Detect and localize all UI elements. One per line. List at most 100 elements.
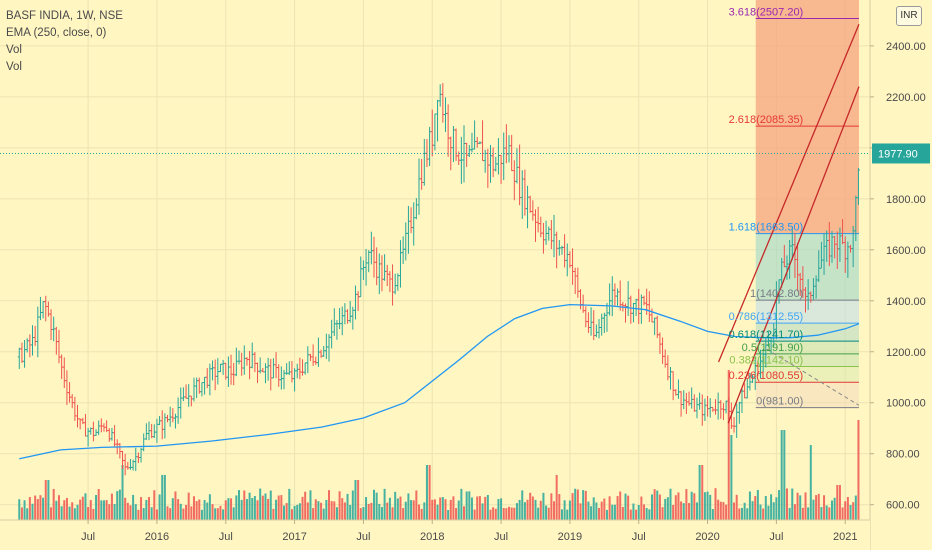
volume-bar — [738, 508, 741, 520]
grid — [0, 0, 870, 520]
volume-bar — [640, 496, 643, 520]
fib-level-label: 0(981.00) — [756, 396, 803, 408]
volume-bar — [748, 491, 751, 520]
volume-bar — [751, 501, 754, 520]
volume-bar — [224, 500, 227, 520]
fib-level-label: 0.382(1142.10) — [729, 355, 803, 367]
volume-bar — [158, 494, 161, 520]
volume-bar — [841, 507, 844, 520]
fib-level-label: 1.618(1663.50) — [729, 222, 804, 234]
volume-bar — [740, 507, 743, 520]
volume-bar — [767, 505, 770, 520]
volume-bar — [261, 495, 264, 520]
volume-bar — [68, 506, 71, 520]
fib-zone-upper — [755, 0, 859, 234]
volume-bar — [129, 505, 132, 520]
volume-bar — [857, 420, 860, 520]
volume-bar — [380, 507, 383, 520]
trendlines — [717, 23, 860, 424]
volume-bar — [309, 490, 312, 520]
volume-bar — [76, 504, 79, 520]
price-tick-label: 1400.00 — [886, 296, 926, 308]
volume-bar — [830, 500, 833, 520]
volume-bar — [105, 500, 108, 520]
volume-bar — [251, 498, 254, 520]
volume-bar — [60, 506, 63, 520]
volume-bar — [267, 498, 270, 520]
volume-bar — [613, 504, 616, 520]
volume-bar — [476, 496, 479, 520]
volume-bar — [489, 509, 492, 520]
volume-bar — [481, 503, 484, 520]
volume-bar — [420, 508, 423, 520]
volume-bar — [778, 490, 781, 520]
volume-bar — [383, 488, 386, 520]
volume-bar — [388, 497, 391, 520]
volume-bar — [418, 504, 421, 520]
volume-bar — [137, 509, 140, 520]
volume-bar — [259, 488, 262, 520]
time-tick-label: 2018 — [420, 531, 444, 543]
volume-bar — [192, 496, 195, 520]
volume-bar — [770, 494, 773, 520]
volume-bar — [169, 508, 172, 520]
volume-bar — [836, 485, 839, 520]
volume-bar — [584, 490, 587, 520]
volume-bar — [365, 497, 368, 520]
currency-badge[interactable]: INR — [896, 6, 922, 26]
volume-bar — [817, 493, 820, 520]
volume-bar — [57, 495, 60, 520]
volume-bar — [695, 502, 698, 520]
price-tick-label: 1600.00 — [886, 245, 926, 257]
fib-zone-0236-0382 — [755, 366, 859, 383]
volume-bar — [121, 465, 124, 520]
volume-bar — [587, 501, 590, 520]
volume-bar — [666, 497, 669, 520]
volume-bar — [590, 506, 593, 520]
volume-bar — [177, 499, 180, 520]
volume-bar — [63, 500, 66, 520]
volume-bar — [793, 504, 796, 520]
volume-bar — [582, 490, 585, 520]
volume-bar — [34, 495, 37, 520]
volume-bar — [100, 500, 103, 520]
volume-bar — [55, 500, 58, 520]
volume-bar — [698, 465, 701, 520]
volume-bar — [711, 509, 714, 520]
volume-bar — [449, 499, 452, 520]
volume-bar — [515, 503, 518, 520]
volume-bar — [478, 496, 481, 520]
volume-bar — [788, 507, 791, 520]
volume-bar — [846, 496, 849, 520]
volume-bar — [701, 465, 704, 520]
volume-bar — [796, 492, 799, 520]
volume-bar — [650, 494, 653, 520]
volume-bar — [656, 490, 659, 520]
volume-bar — [277, 495, 280, 520]
price-axis: 600.00 800.00 1000.00 1200.00 1400.00 1600.00… — [869, 0, 932, 550]
volume-bar — [92, 508, 95, 520]
volume-bar — [648, 509, 651, 520]
volume-bar — [351, 490, 354, 520]
volume-bar — [526, 499, 529, 520]
volume-bar — [709, 494, 712, 520]
volume-bar — [560, 509, 563, 520]
time-tick-label: Jul — [81, 531, 95, 543]
volume-bar — [854, 495, 857, 520]
volume-bar — [455, 508, 458, 520]
volume-bar — [328, 490, 331, 520]
volume-bar — [566, 509, 569, 520]
volume-bar — [216, 508, 219, 520]
volume-bar — [664, 498, 667, 520]
volume-bar — [433, 499, 436, 520]
volume-bar — [280, 495, 283, 520]
volume-bar — [155, 509, 158, 520]
volume-bar — [629, 509, 632, 520]
volume-bar — [240, 499, 243, 520]
volume-bar — [378, 503, 381, 520]
volume-bar — [550, 493, 553, 520]
symbol-title: BASF INDIA, 1W, NSE — [6, 10, 123, 22]
volume-bar — [235, 495, 238, 520]
volume-bar — [611, 504, 614, 520]
